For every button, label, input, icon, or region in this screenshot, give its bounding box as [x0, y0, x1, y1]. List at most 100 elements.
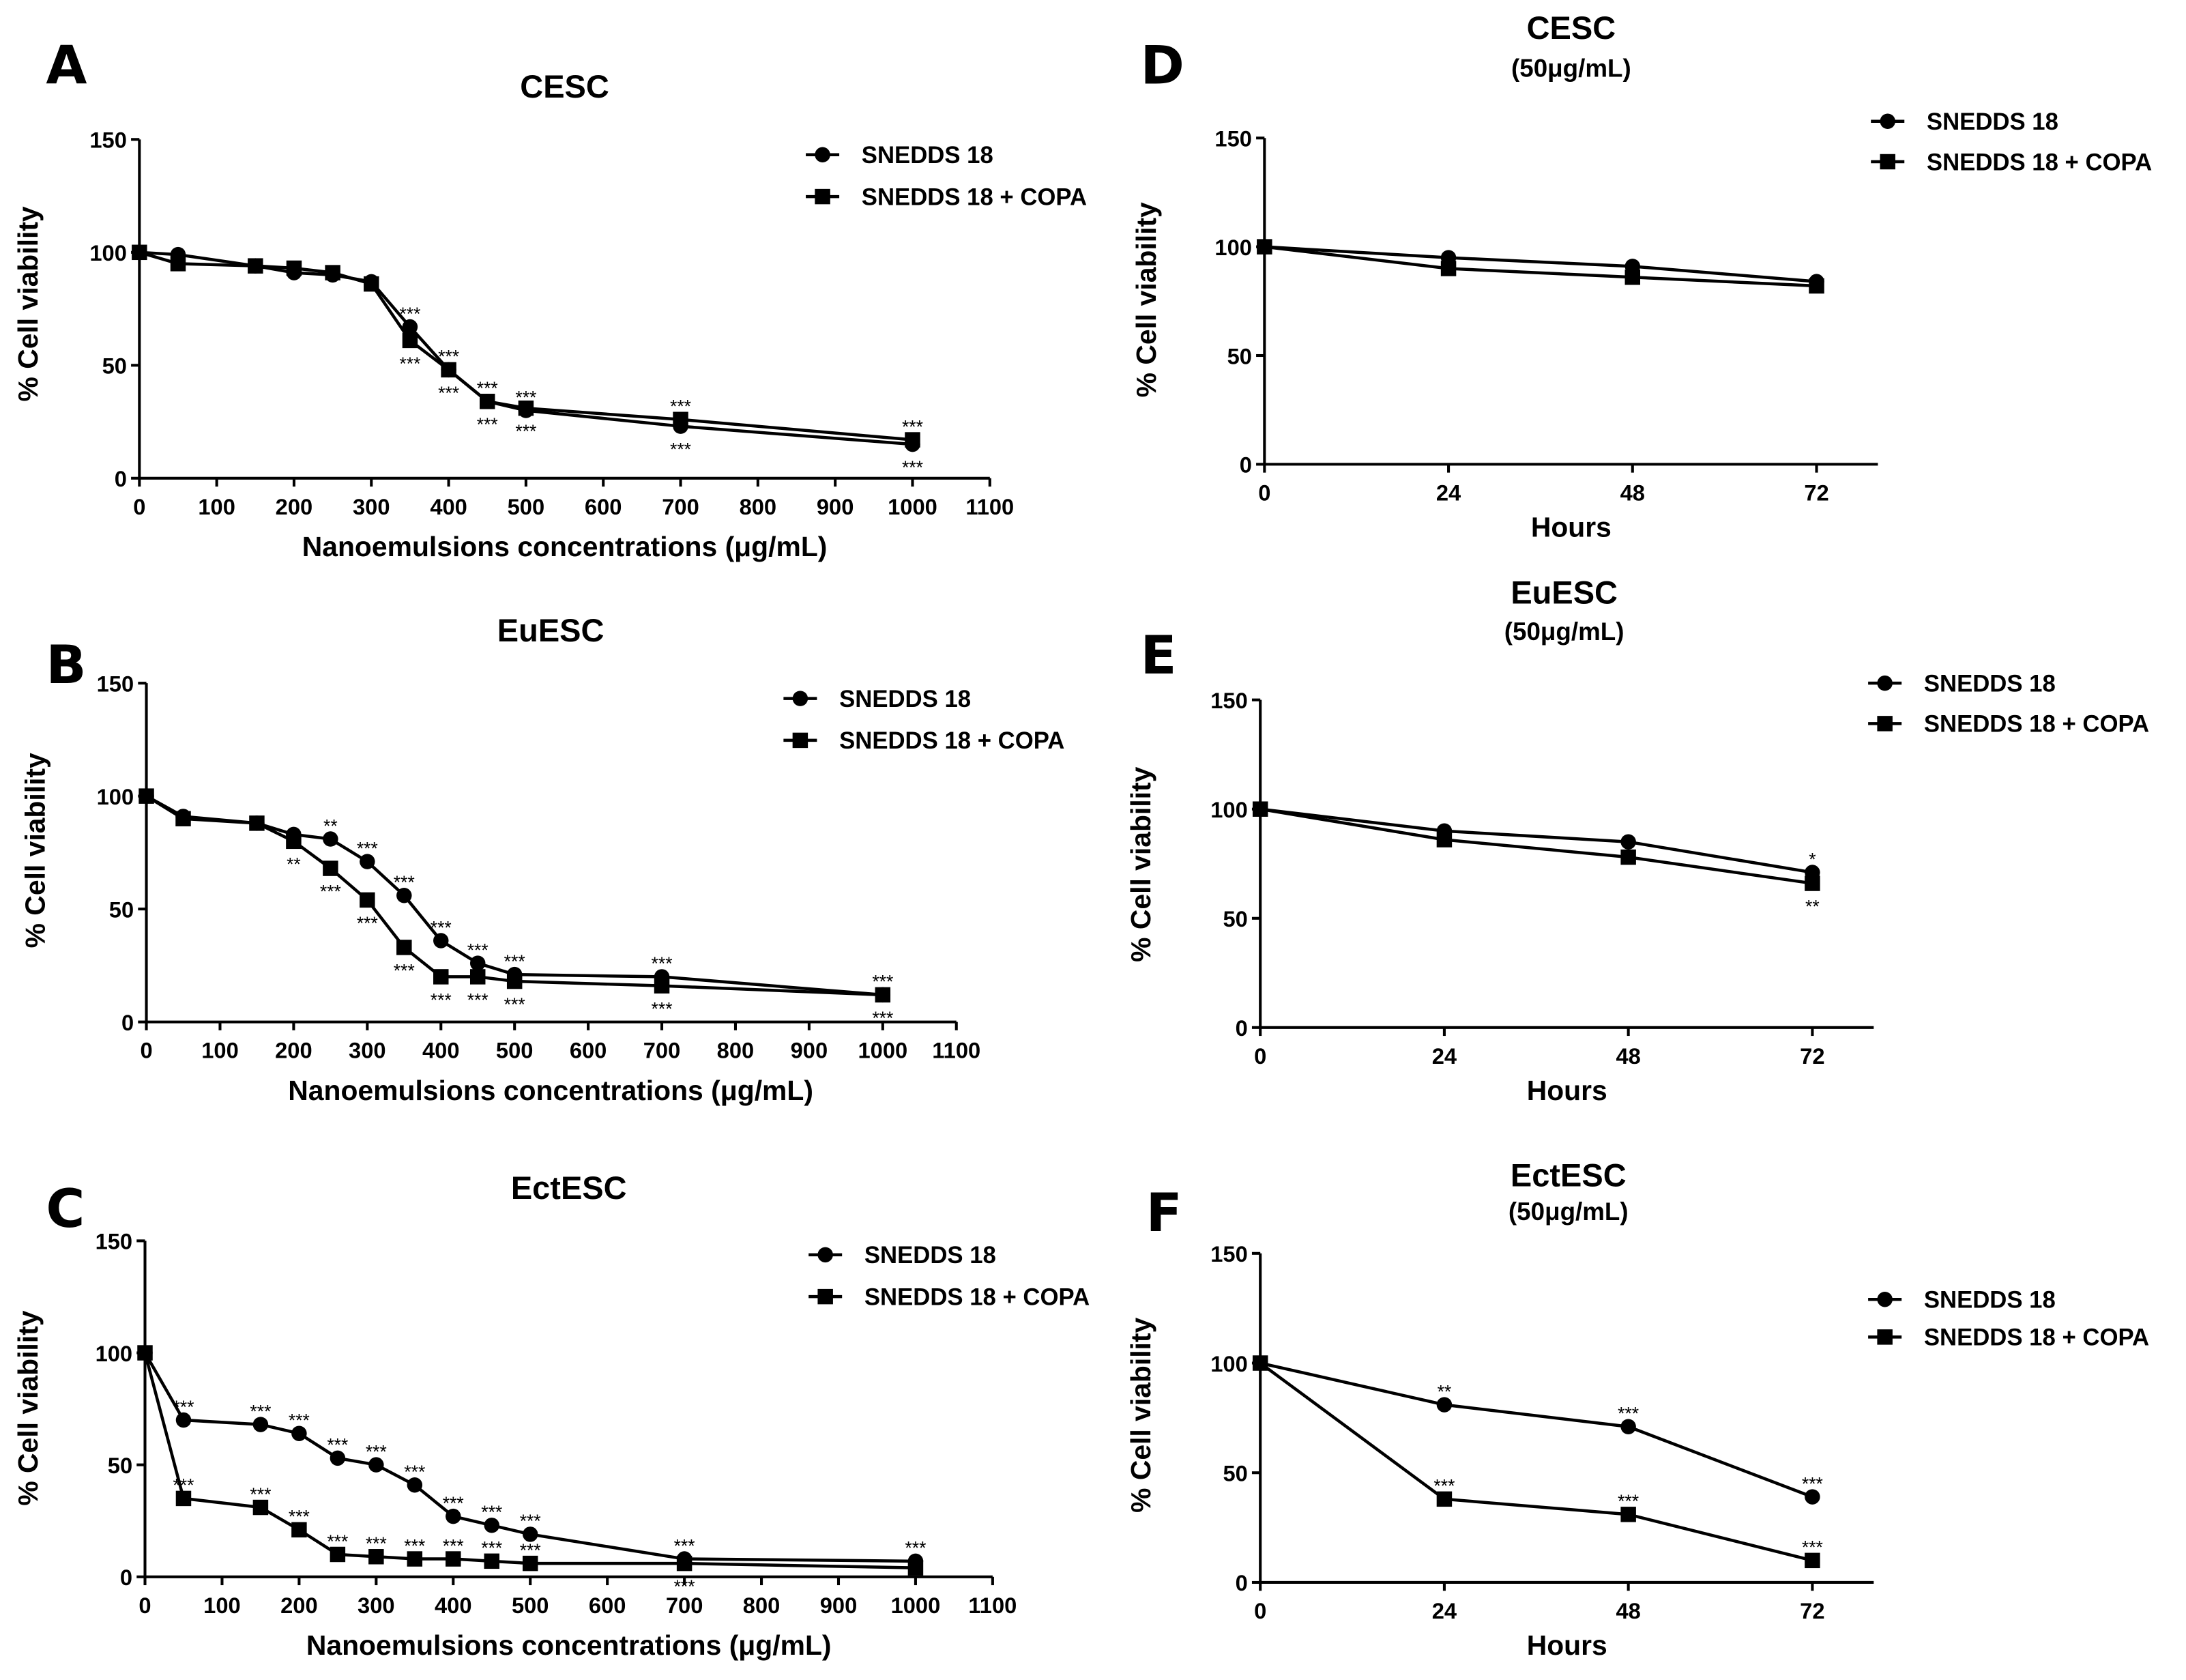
- x-tick-label: 300: [349, 1038, 386, 1063]
- data-point-snedds18-copa: [673, 411, 688, 427]
- data-point-snedds18-copa: [441, 362, 456, 378]
- significance-label-snedds18: ***: [404, 1462, 425, 1482]
- y-tick-label: 100: [1210, 797, 1248, 822]
- data-point-snedds18-copa: [1805, 1552, 1820, 1569]
- data-point-snedds18-copa: [1620, 1507, 1636, 1522]
- data-point-snedds18-copa: [396, 940, 412, 955]
- legend-marker-snedds18-copa: [1877, 716, 1893, 732]
- x-tick-label: 0: [139, 1593, 151, 1618]
- data-point-snedds18-copa: [364, 276, 379, 292]
- data-point-snedds18: [433, 933, 449, 948]
- data-point-snedds18-copa: [480, 394, 495, 409]
- significance-label-snedds18-copa: ***: [902, 416, 923, 437]
- data-point-snedds18: [396, 888, 412, 903]
- legend-marker-snedds18: [1877, 675, 1893, 691]
- data-point-snedds18-copa: [325, 265, 340, 280]
- x-tick-label: 500: [512, 1593, 549, 1618]
- series-line-snedds18-copa: [1259, 807, 1813, 885]
- x-tick-label: 700: [666, 1593, 703, 1618]
- x-tick-label: 1100: [968, 1593, 1017, 1618]
- legend-marker-snedds18-copa: [792, 732, 808, 749]
- chart-title: EctESC: [1511, 1157, 1627, 1193]
- chart-subtitle: (50μg/mL): [1509, 1198, 1629, 1226]
- significance-label-snedds18: ***: [173, 1397, 194, 1417]
- data-point-snedds18-copa: [1624, 270, 1641, 285]
- significance-label-snedds18-copa: ***: [366, 1533, 387, 1554]
- chart-title: EctESC: [511, 1170, 627, 1206]
- significance-label-snedds18-copa: ***: [504, 994, 525, 1015]
- significance-label-snedds18: ***: [905, 1538, 926, 1559]
- data-point-snedds18-copa: [132, 244, 147, 261]
- x-tick-label: 0: [140, 1038, 152, 1063]
- data-point-snedds18-copa: [446, 1551, 461, 1567]
- significance-label-snedds18-copa: ***: [872, 1008, 893, 1028]
- data-point-snedds18-copa: [248, 258, 263, 274]
- data-point-snedds18-copa: [286, 833, 302, 850]
- significance-label-snedds18: ***: [443, 1493, 464, 1514]
- significance-label-snedds18-copa: ***: [515, 421, 536, 441]
- data-point-snedds18-copa: [654, 978, 670, 994]
- series-line-snedds18: [143, 1352, 916, 1563]
- data-point-snedds18: [522, 1526, 538, 1542]
- panel-letter: D: [1140, 35, 1184, 97]
- legend-label-snedds18: SNEDDS 18: [839, 686, 971, 712]
- x-tick-label: 1100: [965, 494, 1014, 519]
- x-tick-label: 200: [276, 494, 313, 519]
- significance-label-snedds18: ***: [1618, 1404, 1639, 1424]
- x-tick-label: 900: [817, 494, 854, 519]
- y-tick-label: 50: [102, 353, 127, 379]
- x-tick-label: 0: [1254, 1043, 1266, 1069]
- x-tick-label: 48: [1616, 1598, 1640, 1623]
- data-point-snedds18-copa: [1440, 261, 1457, 276]
- x-tick-label: 700: [643, 1038, 681, 1063]
- data-point-snedds18: [469, 955, 486, 971]
- legend-marker-snedds18-copa: [1877, 1329, 1893, 1345]
- data-point-snedds18-copa: [1620, 849, 1636, 865]
- x-tick-label: 0: [1258, 480, 1270, 505]
- data-point-snedds18: [330, 1450, 346, 1466]
- data-point-snedds18-copa: [330, 1546, 346, 1563]
- legend-label-snedds18: SNEDDS 18: [862, 143, 993, 169]
- x-tick-label: 600: [585, 494, 622, 519]
- x-tick-label: 800: [740, 494, 777, 519]
- x-tick-label: 400: [422, 1038, 460, 1063]
- y-tick-label: 150: [97, 671, 134, 696]
- significance-label-snedds18: ***: [250, 1401, 271, 1421]
- significance-label-snedds18: **: [323, 815, 338, 836]
- legend-label-snedds18-copa: SNEDDS 18 + COPA: [1927, 149, 2152, 175]
- data-point-snedds18-copa: [252, 1499, 269, 1516]
- x-axis-label: Nanoemulsions concentrations (μg/mL): [302, 531, 828, 562]
- significance-label-snedds18: ***: [366, 1441, 387, 1462]
- legend-label-snedds18: SNEDDS 18: [1924, 671, 2056, 697]
- legend-marker-snedds18-copa: [1880, 154, 1895, 170]
- x-tick-label: 72: [1804, 480, 1828, 505]
- x-tick-label: 900: [791, 1038, 828, 1063]
- y-axis-label: % Cell viability: [12, 1310, 44, 1505]
- significance-label-snedds18: **: [1438, 1381, 1452, 1402]
- x-tick-label: 900: [820, 1593, 858, 1618]
- significance-label-snedds18-copa: ***: [670, 396, 691, 417]
- series-line-snedds18-copa: [139, 250, 913, 441]
- significance-label-snedds18-copa: **: [287, 854, 301, 875]
- legend-label-snedds18-copa: SNEDDS 18 + COPA: [864, 1284, 1090, 1310]
- y-tick-label: 0: [121, 1010, 134, 1035]
- data-point-snedds18: [446, 1508, 461, 1524]
- panel-letter: A: [46, 35, 87, 97]
- y-axis-label: % Cell viability: [12, 206, 44, 401]
- chart-title: CESC: [1527, 10, 1616, 46]
- y-tick-label: 0: [1240, 452, 1252, 478]
- data-point-snedds18-copa: [518, 400, 534, 416]
- y-tick-label: 50: [1223, 906, 1247, 931]
- significance-label-snedds18: ***: [481, 1502, 502, 1522]
- data-point-snedds18-copa: [905, 432, 920, 448]
- data-point-snedds18: [402, 319, 418, 335]
- significance-label-snedds18: ***: [327, 1435, 348, 1455]
- data-point-snedds18: [291, 1425, 307, 1441]
- x-tick-label: 24: [1432, 1043, 1457, 1069]
- data-point-snedds18: [484, 1518, 499, 1533]
- series-line-snedds18-copa: [1259, 1361, 1813, 1563]
- x-tick-label: 200: [280, 1593, 318, 1618]
